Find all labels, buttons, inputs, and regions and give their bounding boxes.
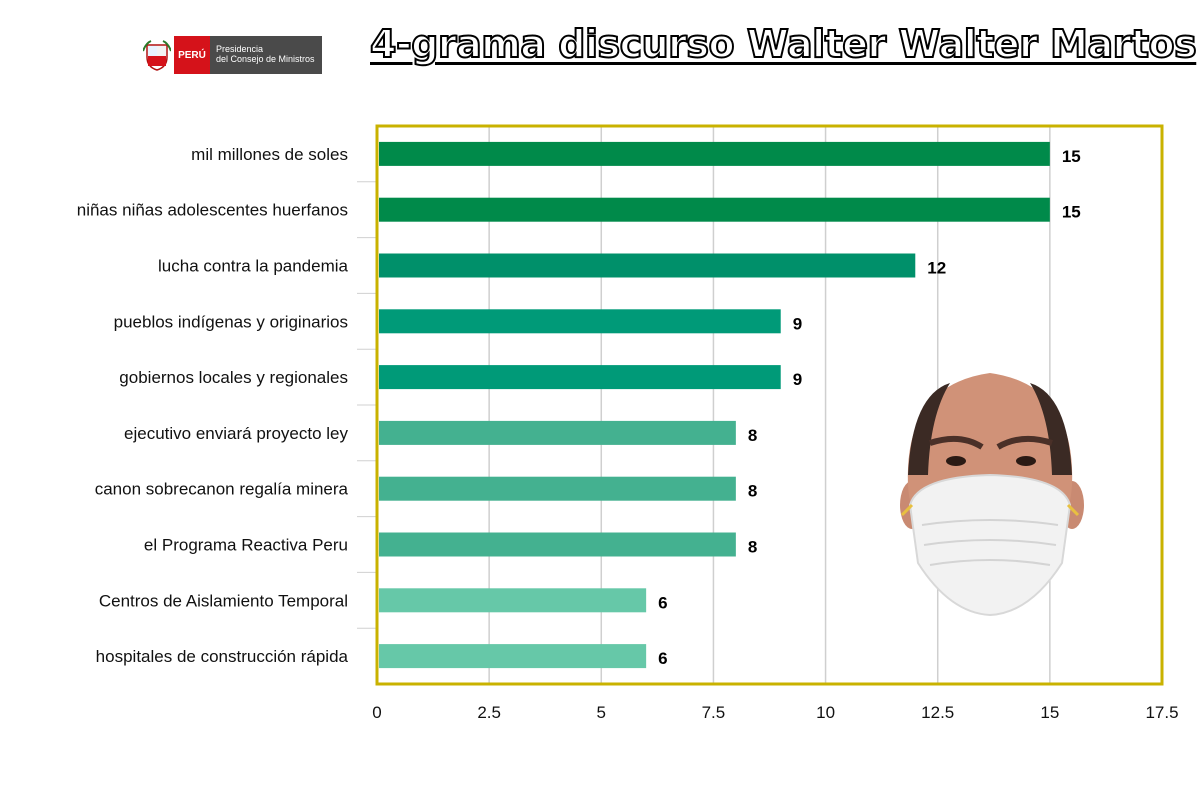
category-label: pueblos indígenas y originarios [114,312,348,331]
x-tick-label: 17.5 [1145,703,1178,722]
value-label: 9 [793,314,802,333]
value-label: 6 [658,649,667,668]
value-label: 8 [748,482,757,501]
speaker-photo [890,365,1090,620]
category-label: canon sobrecanon regalía minera [95,480,349,499]
category-label: el Programa Reactiva Peru [144,536,348,555]
x-tick-label: 15 [1040,703,1059,722]
value-label: 8 [748,426,757,445]
value-label: 8 [748,538,757,557]
value-labels: 15 15 12 9 9 8 8 8 6 6 [658,147,1081,668]
bar [379,644,647,669]
bar [379,420,736,445]
bar [379,141,1050,166]
chart-title: 4-grama discurso Walter Walter Martos [369,21,1198,67]
category-label: mil millones de soles [191,145,348,164]
category-label: ejecutivo enviará proyecto ley [124,424,348,443]
x-tick-label: 7.5 [702,703,726,722]
x-tick-label: 0 [372,703,381,722]
bar [379,532,736,557]
category-label: Centros de Aislamiento Temporal [99,591,348,610]
value-label: 9 [793,370,802,389]
bar [379,588,647,613]
x-tick-label: 5 [597,703,606,722]
value-label: 12 [927,259,946,278]
value-label: 15 [1062,203,1081,222]
x-tick-label: 2.5 [477,703,501,722]
category-label: hospitales de construcción rápida [96,647,349,666]
category-label: niñas niñas adolescentes huerfanos [77,201,348,220]
pcm-logo: PERÚ Presidencia del Consejo de Ministro… [140,36,322,74]
x-tick-label: 12.5 [921,703,954,722]
value-label: 6 [658,593,667,612]
category-label: gobiernos locales y regionales [119,368,348,387]
plot-frame [375,124,1164,686]
coat-of-arms-icon [140,36,174,74]
logo-institution-label: Presidencia del Consejo de Ministros [210,36,322,74]
bar [379,253,916,278]
bar [379,365,781,390]
category-labels: mil millones de soles niñas niñas adolesc… [77,145,349,666]
value-label: 15 [1062,147,1081,166]
logo-country-label: PERÚ [174,36,210,74]
x-tick-labels: 0 2.5 5 7.5 10 12.5 15 17.5 [372,703,1178,722]
bar [379,476,736,501]
category-label: lucha contra la pandemia [158,257,349,276]
bars [379,141,1050,669]
bar [379,309,781,334]
x-tick-label: 10 [816,703,835,722]
bar [379,197,1050,222]
